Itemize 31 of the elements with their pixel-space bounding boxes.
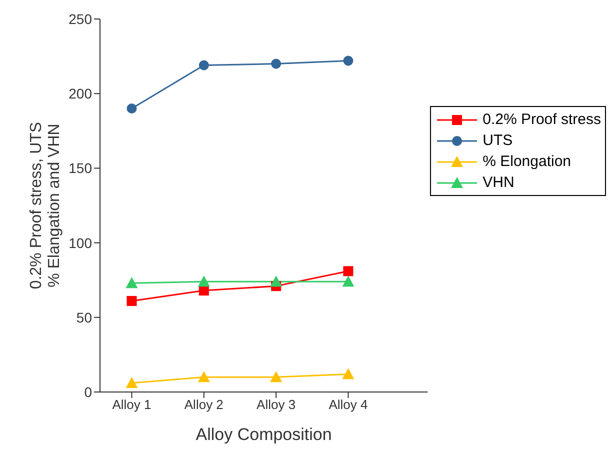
y-tick-label: 50 xyxy=(76,309,92,326)
legend-label: % Elongation xyxy=(482,152,572,172)
legend-label: VHN xyxy=(482,173,514,193)
point xyxy=(342,368,354,380)
point xyxy=(342,276,354,287)
point xyxy=(198,60,209,70)
point xyxy=(198,276,210,287)
y-tick-label: 150 xyxy=(68,160,92,176)
y-tick-label: 100 xyxy=(68,234,92,251)
point xyxy=(126,277,138,288)
y-axis-title: 0.2% Proof stress, UTS % Elangation and VHN xyxy=(28,122,63,290)
point xyxy=(198,286,209,296)
point xyxy=(270,371,282,382)
point xyxy=(343,56,354,66)
x-tick-label: Alloy 2 xyxy=(184,397,224,412)
point xyxy=(126,104,137,114)
x-tick-label: Alloy 3 xyxy=(256,397,296,412)
x-tick-label: Alloy 1 xyxy=(112,397,152,412)
legend-label: 0.2% Proof stress xyxy=(482,110,601,130)
point xyxy=(343,266,354,276)
point xyxy=(270,276,282,287)
point xyxy=(198,371,210,382)
y-tick-label: 250 xyxy=(68,10,92,27)
legend-label: UTS xyxy=(482,131,513,151)
point xyxy=(271,58,282,69)
y-tick-label: 0 xyxy=(84,384,92,400)
x-tick-label: Alloy 4 xyxy=(328,397,368,412)
y-tick-label: 200 xyxy=(68,86,92,102)
point xyxy=(126,296,137,306)
x-axis-title: Alloy Composition xyxy=(196,425,332,444)
point xyxy=(126,377,138,388)
